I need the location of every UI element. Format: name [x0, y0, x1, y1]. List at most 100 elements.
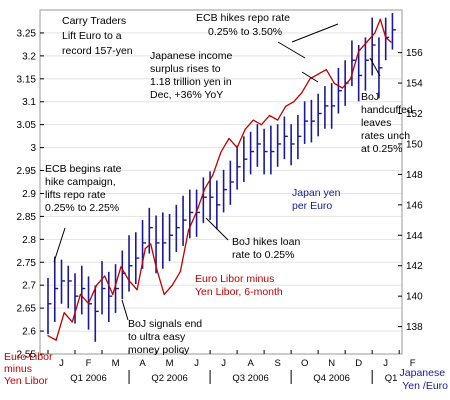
libor-spread-point: [260, 124, 263, 126]
annotation-ecb-hikes: ECB hikes repo rate 0.25% to 3.50%: [196, 12, 293, 38]
libor-spread-point: [212, 174, 214, 176]
hlc-bar: [357, 45, 363, 102]
left-tick-label: 3.25: [17, 28, 37, 39]
left-tick-label: 2.85: [17, 212, 37, 223]
yen-per-euro-series: [47, 13, 396, 342]
right-tick-label: 154: [406, 79, 423, 90]
boj-hikes-loan-pointer: [205, 217, 229, 241]
libor-spread-point: [293, 101, 295, 103]
month-label: F: [410, 358, 416, 369]
annotation-line: handcuffed: [361, 104, 413, 116]
annotation-japan-yen: Japan yen per Euro: [292, 187, 343, 212]
libor-spread-point: [341, 87, 344, 89]
hlc-bar: [80, 265, 86, 315]
hlc-bar: [175, 204, 180, 253]
libor-spread-point: [163, 293, 165, 295]
left-axis: 3.25 3.2 3.15 3.1 3.05 3 2.95 2.9 2.85 2.8 2.75 2.7…: [17, 28, 44, 361]
libor-spread-point: [220, 151, 222, 153]
left-tick-label: 2.75: [17, 258, 37, 269]
hlc-bar: [364, 37, 369, 91]
libor-spread-point: [195, 211, 198, 213]
quarter-label: Q4 2006: [313, 373, 349, 384]
hlc-bar: [134, 232, 140, 284]
axis-label-line: Yen /Euro: [402, 380, 448, 392]
hlc-bar: [155, 215, 160, 274]
annotation-euro-libor: Euro Libor minus Yen Libor, 6-month: [195, 273, 283, 298]
right-tick-label: 146: [406, 200, 423, 211]
libor-spread-point: [379, 18, 381, 20]
grid-layer: [40, 32, 402, 355]
libor-spread-point: [104, 275, 106, 277]
right-axis-label: Japanese Yen /Euro: [400, 367, 449, 392]
month-label: J: [221, 358, 226, 369]
hlc-bar: [107, 271, 113, 323]
libor-spread-point: [79, 293, 82, 295]
libor-spread-point: [309, 78, 311, 80]
month-label: N: [328, 358, 335, 369]
quarter-label: Q1 2006: [70, 373, 106, 384]
libor-spread-point: [285, 105, 287, 107]
title-line: record 157-yen: [62, 45, 133, 57]
annotation-line: ECB hikes repo rate: [196, 12, 290, 24]
libor-spread-point: [268, 114, 271, 117]
right-tick-label: 140: [406, 292, 423, 303]
hlc-bar: [162, 212, 167, 269]
hlc-bar: [263, 128, 268, 175]
libor-spread-point: [252, 119, 254, 121]
hlc-bar: [229, 160, 234, 205]
month-label: M: [166, 358, 174, 369]
libor-spread-point: [120, 266, 122, 268]
ecb-begins-pointer: [53, 227, 66, 263]
annotation-jp-income: Japanese income surplus rises to 1.18 tr…: [150, 50, 235, 101]
left-tick-label: 2.65: [17, 304, 37, 315]
annotation-boj-handcuffed: BoJ handcuffed leaves rates unch at 0.25…: [361, 91, 416, 155]
plot-frame: [39, 9, 403, 355]
libor-spread-point: [128, 280, 130, 282]
hlc-bar: [60, 259, 66, 304]
hlc-bar: [297, 115, 302, 160]
libor-spread-point: [171, 284, 173, 286]
annotation-line: at 0.25%: [361, 143, 402, 155]
libor-spread-point: [385, 36, 387, 39]
hlc-bar: [128, 235, 133, 292]
libor-spread-point: [325, 69, 327, 71]
annotation-line: leaves: [361, 117, 391, 129]
right-tick-label: 150: [406, 139, 423, 150]
libor-spread-point: [55, 339, 57, 341]
month-label: A: [139, 358, 146, 369]
annotation-line: 0.25% to 3.50%: [208, 26, 282, 38]
month-label: M: [112, 358, 120, 369]
libor-spread-point: [87, 302, 90, 305]
annotation-line: lifts repo rate: [45, 189, 106, 201]
hlc-bar: [74, 273, 79, 324]
month-label: J: [383, 358, 388, 369]
right-tick-label: 156: [406, 48, 423, 59]
libor-spread-point: [150, 243, 152, 245]
month-label: D: [355, 358, 362, 369]
annotation-line: 0.25% to 2.25%: [45, 202, 119, 214]
axis-label-line: Japanese: [400, 367, 446, 379]
quarter-label: Q2 2006: [151, 373, 187, 384]
boj-signals-pointer: [121, 299, 129, 321]
hlc-bar: [249, 131, 255, 175]
month-label: A: [247, 358, 254, 369]
hlc-bar: [337, 67, 342, 114]
right-tick-label: 148: [406, 170, 423, 181]
libor-spread-point: [358, 50, 360, 52]
left-tick-label: 2.55: [17, 350, 37, 361]
libor-spread-point: [204, 188, 206, 190]
x-axis: J F M A M J J A S O N D J F Q1 2006 Q2 2006 Q3 2006 Q4 20…: [47, 350, 416, 384]
annotation-line: ECB begins rate: [45, 163, 122, 175]
ecb-hikes-pointer-2: [291, 23, 339, 43]
libor-spread-point: [244, 128, 246, 130]
hlc-bar: [101, 261, 106, 315]
hlc-bar: [243, 136, 248, 182]
hlc-bar: [236, 145, 241, 190]
annotation-line: Euro Libor minus: [195, 273, 274, 285]
chart-title: Carry Traders Lift Euro to a record 157-…: [62, 15, 133, 57]
left-tick-label: 3.1: [22, 97, 36, 108]
annotation-line: Japanese income: [150, 50, 232, 62]
hlc-bar: [317, 93, 322, 137]
annotation-ecb-begins: ECB begins rate hike campaign, lifts rep…: [45, 163, 124, 214]
quarter-label: Q3 2006: [232, 373, 268, 384]
